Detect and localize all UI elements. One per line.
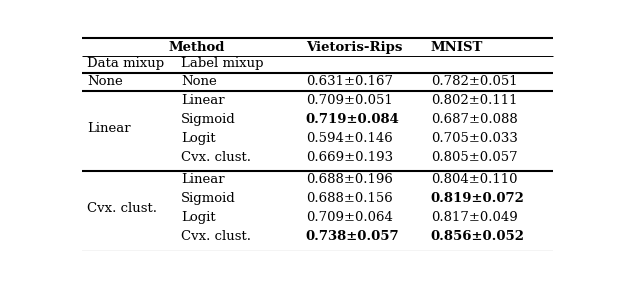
Text: 0.817±0.049: 0.817±0.049 [431,211,518,224]
Text: Cvx. clust.: Cvx. clust. [87,202,157,215]
Text: 0.687±0.088: 0.687±0.088 [431,113,518,126]
Text: Label mixup: Label mixup [181,57,264,70]
Text: Data mixup: Data mixup [87,57,164,70]
Text: Logit: Logit [181,211,215,224]
Text: 0.705±0.033: 0.705±0.033 [431,132,518,145]
Text: Logit: Logit [181,132,215,145]
Text: Vietoris-Rips: Vietoris-Rips [306,41,402,54]
Text: 0.856±0.052: 0.856±0.052 [431,230,525,243]
Text: 0.719±0.084: 0.719±0.084 [306,113,400,126]
Text: Cvx. clust.: Cvx. clust. [181,230,251,243]
Text: 0.688±0.156: 0.688±0.156 [306,192,392,205]
Text: None: None [181,75,216,88]
Text: Sigmoid: Sigmoid [181,113,236,126]
Text: Linear: Linear [87,122,131,135]
Text: 0.709±0.051: 0.709±0.051 [306,94,392,107]
Text: 0.819±0.072: 0.819±0.072 [431,192,525,205]
Text: Linear: Linear [181,173,224,186]
Text: MNIST: MNIST [431,41,483,54]
Text: 0.709±0.064: 0.709±0.064 [306,211,392,224]
Text: 0.782±0.051: 0.782±0.051 [431,75,517,88]
Text: 0.594±0.146: 0.594±0.146 [306,132,392,145]
Text: None: None [87,75,123,88]
Text: 0.805±0.057: 0.805±0.057 [431,151,517,164]
Text: Method: Method [168,41,224,54]
Text: Cvx. clust.: Cvx. clust. [181,151,251,164]
Text: Sigmoid: Sigmoid [181,192,236,205]
Text: Linear: Linear [181,94,224,107]
Text: 0.802±0.111: 0.802±0.111 [431,94,517,107]
Text: 0.738±0.057: 0.738±0.057 [306,230,399,243]
Text: 0.804±0.110: 0.804±0.110 [431,173,517,186]
Text: 0.669±0.193: 0.669±0.193 [306,151,393,164]
Text: 0.688±0.196: 0.688±0.196 [306,173,392,186]
Text: 0.631±0.167: 0.631±0.167 [306,75,392,88]
